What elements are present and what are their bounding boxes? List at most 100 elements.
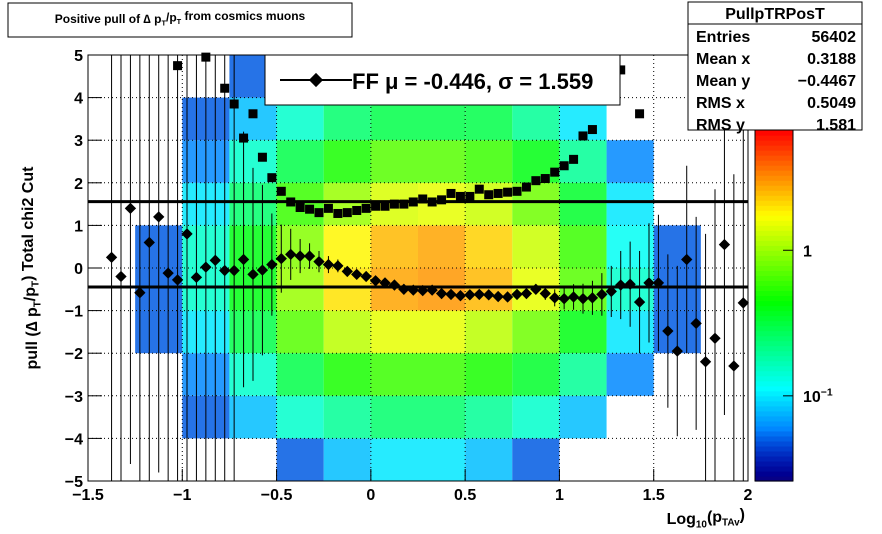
heat-cell: [418, 310, 466, 354]
diamond-marker: [671, 345, 683, 357]
z-tick-label: 1: [803, 243, 812, 260]
color-bar-step: [755, 140, 793, 146]
diamond-marker: [596, 288, 608, 301]
x-tick-label: −0.5: [261, 487, 293, 504]
color-bar-step: [755, 205, 793, 211]
square-marker: [323, 203, 333, 213]
heat-cell: [370, 438, 418, 481]
square-marker: [474, 184, 484, 194]
square-marker: [531, 176, 541, 186]
heat-cell: [606, 353, 654, 396]
y-tick-label: 0: [74, 261, 83, 278]
heat-cell: [606, 140, 654, 183]
heat-cell: [418, 353, 466, 396]
diamond-marker: [633, 296, 646, 308]
diamond-marker: [662, 325, 674, 337]
color-bar-step: [755, 185, 793, 191]
color-bar-step: [755, 420, 793, 427]
y-tick-label: −3: [65, 389, 83, 406]
color-bar-step: [755, 190, 793, 196]
diamond-marker: [153, 211, 165, 223]
x-tick-label: −1.5: [72, 487, 104, 504]
color-bar-step: [755, 430, 793, 437]
stats-label: Mean x: [696, 51, 750, 68]
square-marker: [616, 65, 626, 75]
diamond-marker: [190, 271, 203, 284]
color-bar-step: [755, 330, 793, 337]
heat-cell: [512, 310, 560, 354]
square-marker: [578, 131, 588, 141]
color-bar-step: [755, 400, 793, 407]
stats-value: 1.581: [816, 117, 856, 134]
color-bar-step: [755, 375, 793, 382]
y-tick-label: 4: [74, 91, 83, 108]
color-bar-step: [755, 295, 793, 302]
color-bar-step: [755, 215, 793, 221]
heat-cell: [465, 353, 513, 396]
label-part: pull (∆ p: [24, 307, 41, 369]
x-tick-label: −1: [173, 487, 191, 504]
diamond-marker: [162, 267, 174, 279]
diamond-marker: [351, 268, 363, 281]
diamond-marker: [369, 275, 382, 287]
color-bar-step: [755, 355, 793, 362]
diamond-marker: [549, 292, 561, 304]
label-part: ) Total chi2 Cut: [20, 166, 37, 281]
heat-cell: [323, 438, 371, 481]
heat-cell: [559, 225, 607, 268]
stats-value: −0.4467: [798, 73, 856, 90]
diamond-marker: [266, 258, 278, 271]
y-tick-label: −4: [65, 431, 83, 448]
color-bar-step: [755, 165, 793, 171]
color-bar-step: [755, 410, 793, 417]
heat-cell: [370, 353, 418, 396]
square-marker: [503, 187, 513, 197]
square-marker: [380, 201, 390, 211]
stats-label: RMS y: [696, 117, 745, 134]
heat-cell: [323, 353, 371, 396]
color-bar-step: [755, 460, 793, 467]
diamond-marker: [511, 288, 523, 301]
square-marker: [399, 199, 409, 209]
color-bar-step: [755, 370, 793, 377]
heat-cell: [229, 395, 277, 439]
diamond-marker: [219, 264, 231, 277]
heat-cell: [465, 225, 513, 268]
diamond-marker: [558, 293, 570, 305]
stats-value: 56402: [812, 29, 857, 46]
color-bar-step: [755, 360, 793, 367]
color-bar-step: [755, 445, 793, 452]
square-marker: [635, 109, 645, 119]
color-bar-step: [755, 145, 793, 151]
color-bar-step: [755, 435, 793, 442]
diamond-marker: [483, 289, 495, 301]
square-marker: [437, 195, 447, 205]
diamond-marker: [728, 360, 740, 372]
x-tick-label: 0.5: [454, 487, 476, 504]
diamond-marker: [143, 236, 155, 249]
heat-cell: [370, 395, 418, 439]
square-marker: [239, 133, 249, 143]
square-marker: [446, 188, 456, 198]
legend-marker: [308, 72, 324, 88]
diamond-marker: [737, 297, 749, 309]
square-marker: [521, 182, 531, 192]
diamond-marker: [567, 291, 580, 303]
diamond-marker: [473, 288, 485, 301]
color-bar-step: [755, 345, 793, 352]
diamond-marker: [332, 260, 344, 272]
square-marker: [352, 205, 362, 215]
square-marker: [493, 188, 503, 198]
heat-cell: [323, 310, 371, 354]
label-part: ): [740, 507, 745, 524]
stats-value: 0.5049: [807, 95, 856, 112]
color-bar-step: [755, 315, 793, 322]
color-bar-step: [755, 340, 793, 347]
subscript: T: [161, 19, 166, 28]
stats-label: Mean y: [696, 73, 750, 90]
label-part: /p: [22, 287, 39, 301]
color-bar-step: [755, 195, 793, 201]
color-bar-step: [755, 335, 793, 342]
color-bar-step: [755, 160, 793, 166]
